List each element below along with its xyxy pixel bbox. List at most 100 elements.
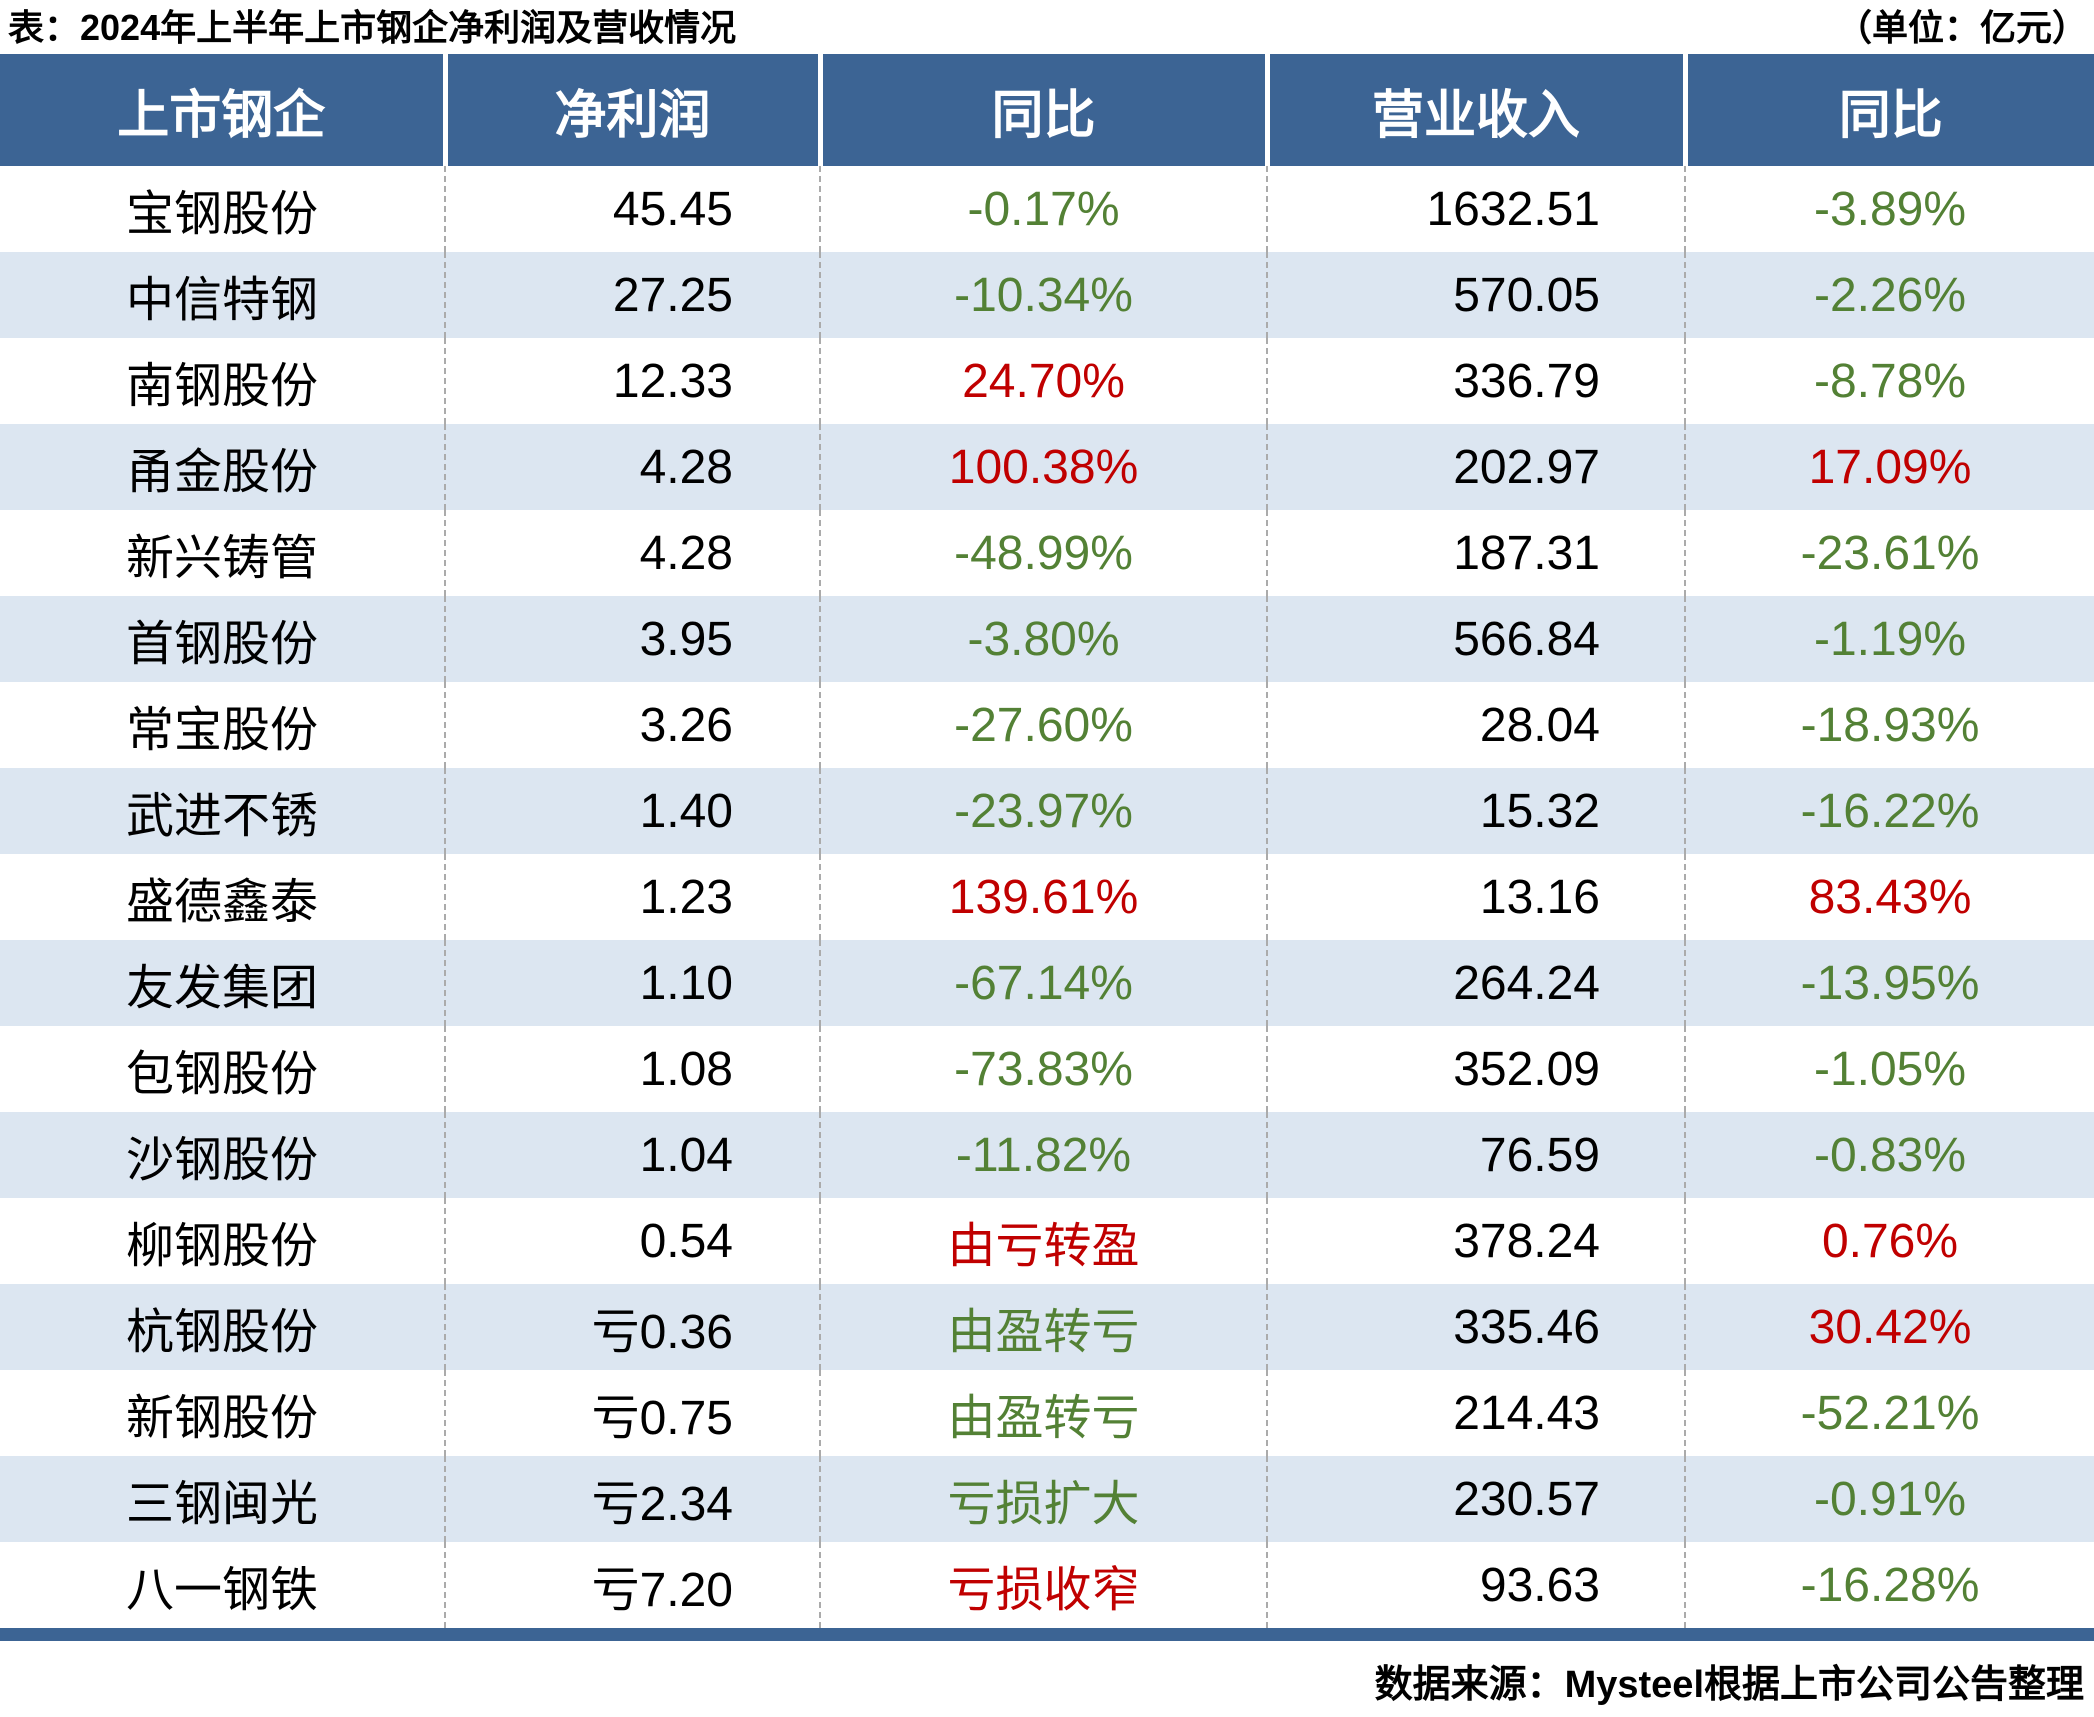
cell-net-profit: 4.28 [444, 510, 820, 596]
table-row: 新钢股份 亏0.75 由盈转亏 214.43 -52.21% [0, 1370, 2094, 1456]
cell-net-profit: 亏7.20 [444, 1542, 820, 1628]
cell-revenue-yoy: 30.42% [1684, 1284, 2094, 1370]
cell-profit-yoy: 由盈转亏 [819, 1284, 1267, 1370]
cell-profit-yoy: 由亏转盈 [819, 1198, 1267, 1284]
cell-company: 包钢股份 [125, 1048, 318, 1101]
cell-net-profit: 45.45 [444, 166, 820, 252]
cell-revenue: 352.09 [1266, 1026, 1685, 1112]
cell-net-profit: 4.28 [444, 424, 820, 510]
cell-net-profit: 1.04 [444, 1112, 820, 1198]
cell-profit-yoy: -48.99% [819, 510, 1267, 596]
table-header-row: 上市钢企 净利润 同比 营业收入 同比 [0, 54, 2094, 166]
cell-company: 盛德鑫泰 [125, 876, 318, 929]
cell-company: 宝钢股份 [125, 188, 318, 241]
cell-revenue: 214.43 [1266, 1370, 1685, 1456]
cell-net-profit: 1.10 [444, 940, 820, 1026]
cell-revenue-yoy: -0.91% [1684, 1456, 2094, 1542]
cell-profit-yoy: 由盈转亏 [819, 1370, 1267, 1456]
table-row: 甬金股份 4.28 100.38% 202.97 17.09% [0, 424, 2094, 510]
cell-revenue-yoy: 83.43% [1684, 854, 2094, 940]
cell-company: 三钢闽光 [0, 1456, 445, 1542]
cell-profit-yoy: -67.14% [819, 940, 1267, 1026]
table-bottom-bar [0, 1628, 2094, 1641]
cell-net-profit: 3.95 [444, 596, 820, 682]
cell-profit-yoy: -27.60% [819, 682, 1267, 768]
cell-company: 新兴铸管 [125, 532, 318, 585]
col-header-company: 上市钢企 [0, 54, 445, 166]
cell-company: 柳钢股份 [125, 1220, 318, 1273]
cell-profit-yoy: 24.70% [819, 338, 1267, 424]
cell-revenue-yoy: -0.83% [1684, 1112, 2094, 1198]
cell-revenue: 570.05 [1266, 252, 1685, 338]
table-row: 中信特钢 27.25 -10.34% 570.05 -2.26% [0, 252, 2094, 338]
cell-revenue: 566.84 [1266, 596, 1685, 682]
cell-revenue: 264.24 [1266, 940, 1685, 1026]
table-row: 沙钢股份 1.04 -11.82% 76.59 -0.83% [0, 1112, 2094, 1198]
cell-net-profit: 1.23 [444, 854, 820, 940]
cell-profit-yoy: -11.82% [819, 1112, 1267, 1198]
cell-revenue-yoy: -1.19% [1684, 596, 2094, 682]
cell-profit-yoy: 亏损扩大 [819, 1456, 1267, 1542]
cell-revenue: 335.46 [1266, 1284, 1685, 1370]
cell-revenue-yoy: -13.95% [1684, 940, 2094, 1026]
cell-profit-yoy: 139.61% [819, 854, 1267, 940]
cell-profit-yoy: 亏损收窄 [819, 1542, 1267, 1628]
page-title: 表：2024年上半年上市钢企净利润及营收情况 [8, 7, 737, 48]
footer: 数据来源：Mysteel根据上市公司公告整理 [0, 1641, 2094, 1708]
cell-company: 新钢股份 [125, 1392, 318, 1445]
table-row: 盛德鑫泰 1.23 139.61% 13.16 83.43% [0, 854, 2094, 940]
cell-revenue-yoy: 0.76% [1684, 1198, 2094, 1284]
table-row: 杭钢股份 亏0.36 由盈转亏 335.46 30.42% [0, 1284, 2094, 1370]
table-row: 八一钢铁 亏7.20 亏损收窄 93.63 -16.28% [0, 1542, 2094, 1628]
cell-revenue-yoy: -23.61% [1684, 510, 2094, 596]
cell-company: 杭钢股份 [0, 1284, 445, 1370]
table-row: 友发集团 1.10 -67.14% 264.24 -13.95% [0, 940, 2094, 1026]
cell-revenue: 378.24 [1266, 1198, 1685, 1284]
cell-company: 南钢股份 [125, 360, 318, 413]
cell-company: 友发集团 [0, 940, 445, 1026]
cell-revenue: 15.32 [1266, 768, 1685, 854]
cell-profit-yoy: -73.83% [819, 1026, 1267, 1112]
cell-company: 八一钢铁 [125, 1564, 318, 1617]
cell-revenue: 187.31 [1266, 510, 1685, 596]
cell-revenue: 76.59 [1266, 1112, 1685, 1198]
cell-company: 武进不锈 [0, 768, 445, 854]
top-bar: 表：2024年上半年上市钢企净利润及营收情况 （单位：亿元） [0, 0, 2094, 54]
cell-revenue-yoy: -18.93% [1684, 682, 2094, 768]
steel-companies-table: 上市钢企 净利润 同比 营业收入 同比 宝钢股份 45.45 -0.17% 1632.… [0, 54, 2094, 1628]
cell-net-profit: 1.08 [444, 1026, 820, 1112]
source-note: 数据来源：Mysteel根据上市公司公告整理 [1374, 1664, 2084, 1706]
cell-revenue-yoy: 17.09% [1684, 424, 2094, 510]
cell-revenue-yoy: -8.78% [1684, 338, 2094, 424]
cell-revenue-yoy: -1.05% [1684, 1026, 2094, 1112]
cell-net-profit: 12.33 [444, 338, 820, 424]
cell-profit-yoy: -10.34% [819, 252, 1267, 338]
table-row: 南钢股份 12.33 24.70% 336.79 -8.78% [0, 338, 2094, 424]
table-row: 柳钢股份 0.54 由亏转盈 378.24 0.76% [0, 1198, 2094, 1284]
cell-revenue-yoy: -3.89% [1684, 166, 2094, 252]
table-row: 宝钢股份 45.45 -0.17% 1632.51 -3.89% [0, 166, 2094, 252]
table-row: 包钢股份 1.08 -73.83% 352.09 -1.05% [0, 1026, 2094, 1112]
cell-revenue-yoy: -2.26% [1684, 252, 2094, 338]
cell-company: 中信特钢 [0, 252, 445, 338]
table-row: 常宝股份 3.26 -27.60% 28.04 -18.93% [0, 682, 2094, 768]
table-row: 武进不锈 1.40 -23.97% 15.32 -16.22% [0, 768, 2094, 854]
cell-net-profit: 亏0.75 [444, 1370, 820, 1456]
cell-revenue: 13.16 [1266, 854, 1685, 940]
col-header-revenue: 营业收入 [1264, 54, 1685, 166]
cell-net-profit: 亏2.34 [444, 1456, 820, 1542]
cell-net-profit: 3.26 [444, 682, 820, 768]
cell-net-profit: 27.25 [444, 252, 820, 338]
cell-revenue-yoy: -16.22% [1684, 768, 2094, 854]
cell-company: 沙钢股份 [0, 1112, 445, 1198]
cell-profit-yoy: -23.97% [819, 768, 1267, 854]
unit-note: （单位：亿元） [1835, 7, 2088, 48]
cell-revenue: 1632.51 [1266, 166, 1685, 252]
cell-profit-yoy: -3.80% [819, 596, 1267, 682]
table-row: 三钢闽光 亏2.34 亏损扩大 230.57 -0.91% [0, 1456, 2094, 1542]
cell-profit-yoy: 100.38% [819, 424, 1267, 510]
table-row: 新兴铸管 4.28 -48.99% 187.31 -23.61% [0, 510, 2094, 596]
table-row: 首钢股份 3.95 -3.80% 566.84 -1.19% [0, 596, 2094, 682]
cell-revenue-yoy: -16.28% [1684, 1542, 2094, 1628]
